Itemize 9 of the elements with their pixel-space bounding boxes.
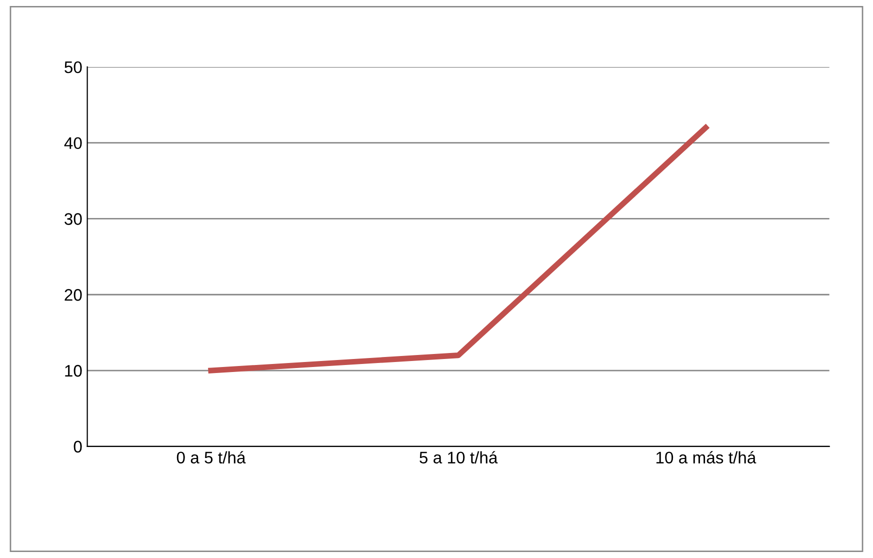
x-tick-label: 0 a 5 t/há [176, 451, 246, 464]
x-tick-label: 10 a más t/há [656, 451, 756, 464]
x-tick-label: 5 a 10 t/há [420, 451, 498, 464]
y-tick-label: 50 [64, 61, 82, 74]
y-tick-label: 30 [64, 213, 82, 225]
y-tick-label: 40 [64, 137, 82, 150]
y-tick-label: 20 [64, 289, 82, 301]
y-tick-label: 0 [74, 440, 82, 453]
y-tick-label: 10 [65, 364, 82, 377]
